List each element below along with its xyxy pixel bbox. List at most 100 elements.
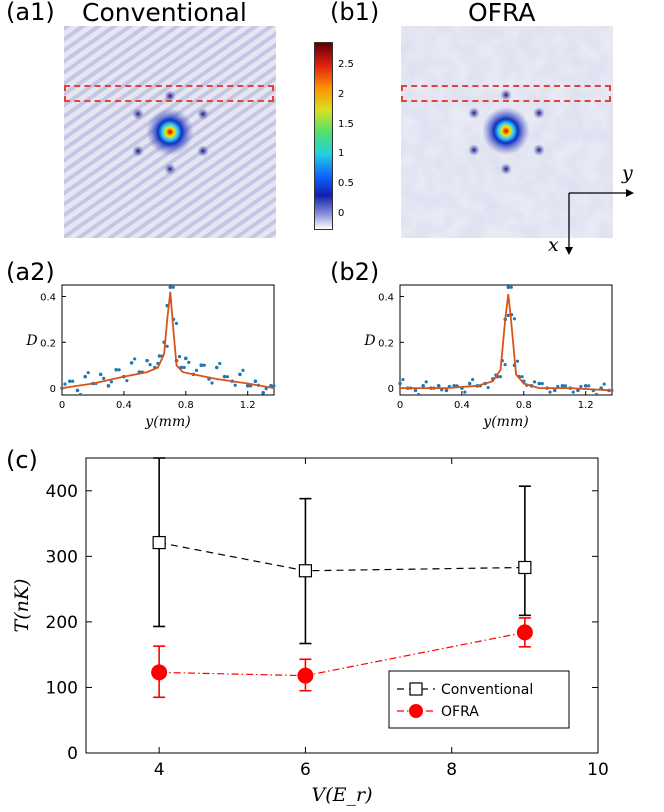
- data-point: [560, 384, 565, 388]
- x-tick-label: 0: [59, 400, 65, 411]
- y-axis-label: T(nK): [11, 579, 33, 633]
- panel-label-a2: (a2): [6, 258, 55, 286]
- x-tick-label: 10: [587, 760, 609, 780]
- panel-label-b2: (b2): [330, 258, 380, 286]
- y-tick-label: 400: [46, 482, 78, 502]
- data-point: [222, 374, 227, 379]
- data-point: [177, 355, 182, 359]
- y-tick-label: 0.2: [40, 338, 56, 349]
- colorbar: [314, 42, 333, 230]
- y-tick-label: 0.4: [40, 292, 56, 303]
- data-point: [424, 380, 428, 384]
- x-tick-label: 0.4: [116, 400, 132, 411]
- data-point: [467, 381, 472, 386]
- y-tick-label: 0: [67, 744, 78, 764]
- legend-marker: [409, 704, 423, 718]
- y-axis-label: D: [363, 333, 375, 349]
- y-axis-label: D: [25, 333, 37, 349]
- data-point: [148, 363, 152, 367]
- data-point: [444, 388, 449, 393]
- data-point: [509, 285, 513, 289]
- data-point: [145, 358, 149, 363]
- data-point: [202, 363, 206, 367]
- data-point: [602, 382, 606, 386]
- data-point: [579, 384, 583, 389]
- data-point: [78, 392, 83, 397]
- data-point: [440, 388, 444, 392]
- data-point: [548, 390, 552, 394]
- data-point: [214, 365, 219, 370]
- data-point: [594, 392, 599, 397]
- profile-chart-b2: 0 0.4 0.8 1.2 0 0.2 0.4 y(mm) D: [363, 284, 614, 430]
- colorbar-tick-label: 1: [338, 148, 345, 160]
- data-point: [194, 368, 199, 372]
- data-point: [152, 535, 166, 550]
- data-point: [297, 667, 314, 684]
- data-point: [225, 375, 230, 379]
- temperature-chart: 4 6 8 100100200300400V(E_r)T(nK)Conventiona…: [11, 457, 609, 806]
- data-point: [463, 390, 467, 394]
- x-tick-label: 0.8: [178, 400, 194, 411]
- data-point: [245, 384, 250, 388]
- data-point: [168, 285, 173, 290]
- panel-label-a1: (a1): [6, 0, 55, 26]
- data-point: [540, 381, 544, 386]
- data-point: [157, 354, 162, 358]
- data-point: [86, 371, 90, 375]
- data-point: [416, 392, 421, 397]
- data-point: [67, 379, 72, 384]
- data-point: [114, 367, 118, 372]
- data-point: [587, 384, 591, 388]
- data-point: [421, 384, 426, 388]
- y-tick-label: 100: [46, 678, 78, 698]
- x-tick-label: 4: [154, 760, 165, 780]
- panel-title-ofra: OFRA: [468, 0, 536, 27]
- profile-chart-a2: 0 0.4 0.8 1.2 0 0.2 0.4 y(mm) D: [25, 284, 276, 430]
- data-point: [436, 384, 441, 388]
- data-point: [63, 382, 67, 386]
- colorbar-tick-label: 0.5: [338, 178, 354, 190]
- data-point: [506, 285, 511, 290]
- data-point: [129, 361, 134, 365]
- colorbar-tick-label: 0: [338, 208, 345, 220]
- data-point: [503, 363, 507, 367]
- data-point: [218, 361, 222, 366]
- plot-frame: [61, 284, 275, 396]
- data-point: [253, 379, 258, 384]
- colorbar-tick-label: 2: [338, 88, 345, 100]
- data-point: [532, 380, 537, 384]
- y-arrow-head: [626, 189, 634, 197]
- x-axis-label: V(E_r): [312, 784, 373, 806]
- data-point: [83, 374, 88, 379]
- data-point: [413, 388, 418, 393]
- x-arrow-head: [565, 247, 573, 255]
- data-point: [182, 365, 186, 370]
- panel-label-c: (c): [6, 446, 38, 474]
- data-point: [98, 372, 103, 377]
- legend-box: [388, 670, 570, 729]
- series-line: [159, 541, 525, 572]
- data-point: [133, 357, 137, 361]
- data-point: [401, 377, 405, 382]
- data-point: [261, 390, 265, 395]
- fit-line: [400, 294, 613, 392]
- y-tick-label: 0.2: [378, 338, 394, 349]
- x-axis-label: y(mm): [144, 414, 190, 430]
- x-tick-label: 0.4: [454, 400, 470, 411]
- panel-title-conventional: Conventional: [82, 0, 247, 27]
- data-point: [264, 387, 268, 391]
- coordinate-axes: [565, 189, 634, 255]
- y-tick-label: 200: [46, 613, 78, 633]
- x-tick-label: 6: [300, 760, 311, 780]
- plot-frame: [399, 284, 613, 396]
- data-point: [512, 317, 517, 321]
- data-point: [174, 321, 179, 325]
- data-point: [516, 624, 533, 641]
- data-point: [241, 368, 245, 372]
- y-tick-label: 0.4: [378, 292, 394, 303]
- data-point: [298, 564, 313, 578]
- data-point: [183, 356, 188, 361]
- absorption-image-ofra: [401, 26, 613, 238]
- plot-frame: [85, 457, 599, 754]
- data-point: [518, 560, 532, 575]
